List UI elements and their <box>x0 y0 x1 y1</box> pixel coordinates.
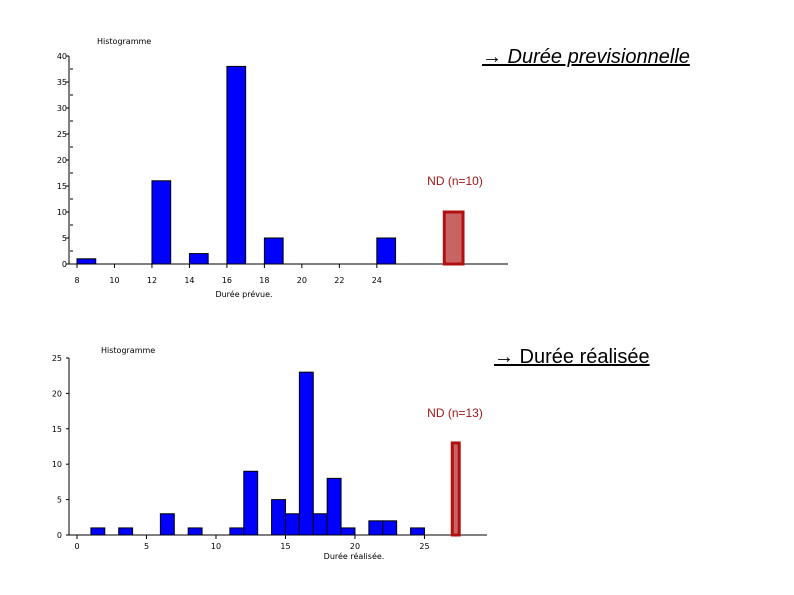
x-tick-label: 8 <box>74 276 79 285</box>
x-tick-label: 18 <box>259 276 269 285</box>
nd-bar <box>450 441 461 537</box>
x-tick-label: 10 <box>109 276 119 285</box>
histogram-bar <box>284 513 300 536</box>
x-tick-label: 16 <box>222 276 232 285</box>
x-tick-label: 20 <box>297 276 307 285</box>
histogram-bar <box>326 477 342 536</box>
y-tick-label: 10 <box>52 460 62 469</box>
x-tick-label: 20 <box>350 542 360 551</box>
histogram-bar <box>340 527 356 536</box>
y-tick-label: 5 <box>62 234 67 243</box>
y-tick-label: 5 <box>57 496 62 505</box>
y-tick-label: 25 <box>52 354 62 363</box>
chart2-histogram: 0 5 10 15 20 25 0 5 10 15 20 25 <box>52 354 487 551</box>
histogram-bar <box>243 470 259 536</box>
y-tick-label: 25 <box>57 130 67 139</box>
histogram-bar <box>263 237 284 265</box>
y-tick-label: 20 <box>57 156 67 165</box>
x-tick-label: 0 <box>74 542 79 551</box>
chart1-nd-label: ND (n=10) <box>427 174 483 188</box>
chart2-xlabel: Durée réalisée. <box>324 551 385 561</box>
histogram-bar <box>376 237 397 265</box>
histogram-bar <box>368 520 384 536</box>
histogram-bar <box>410 527 425 536</box>
x-tick-label: 25 <box>419 542 429 551</box>
chart1-annotation: → Durée previsionnelle <box>482 46 690 68</box>
chart2-title: Histogramme <box>101 346 155 355</box>
y-tick-label: 10 <box>57 208 67 217</box>
histogram-bar <box>188 253 209 265</box>
histogram-bar <box>187 527 203 536</box>
y-tick-label: 40 <box>57 52 67 61</box>
nd-bar <box>442 210 465 266</box>
chart1-title: Histogramme <box>97 37 151 46</box>
histogram-bar <box>118 527 134 536</box>
chart2-annotation: → Durée réalisée <box>494 346 650 368</box>
x-tick-label: 15 <box>280 542 290 551</box>
histogram-bar <box>151 180 172 265</box>
y-tick-label: 0 <box>57 531 62 540</box>
chart1-xlabel: Durée prévue. <box>215 289 272 299</box>
y-tick-label: 15 <box>57 182 67 191</box>
x-tick-label: 12 <box>147 276 157 285</box>
y-tick-label: 30 <box>57 104 67 113</box>
chart2-nd-label: ND (n=13) <box>427 406 483 420</box>
histogram-bar <box>312 513 328 536</box>
chart1-histogram: 0 5 10 15 20 25 30 35 40 8 10 12 14 16 18 20 22 24 <box>57 52 508 285</box>
histogram-bar <box>229 527 245 536</box>
y-tick-label: 35 <box>57 78 67 87</box>
histogram-bar <box>271 499 286 536</box>
y-tick-label: 20 <box>52 389 62 398</box>
histogram-bar <box>90 527 106 536</box>
x-tick-label: 10 <box>211 542 221 551</box>
histogram-bar <box>159 513 175 536</box>
x-tick-label: 5 <box>144 542 149 551</box>
x-tick-label: 24 <box>372 276 382 285</box>
histogram-bar <box>226 65 247 265</box>
histogram-bar <box>382 520 398 536</box>
histogram-bar <box>298 371 314 536</box>
x-tick-label: 22 <box>334 276 344 285</box>
x-tick-label: 14 <box>184 276 194 285</box>
y-tick-label: 0 <box>62 260 67 269</box>
y-tick-label: 15 <box>52 425 62 434</box>
histogram-bar <box>76 258 97 265</box>
